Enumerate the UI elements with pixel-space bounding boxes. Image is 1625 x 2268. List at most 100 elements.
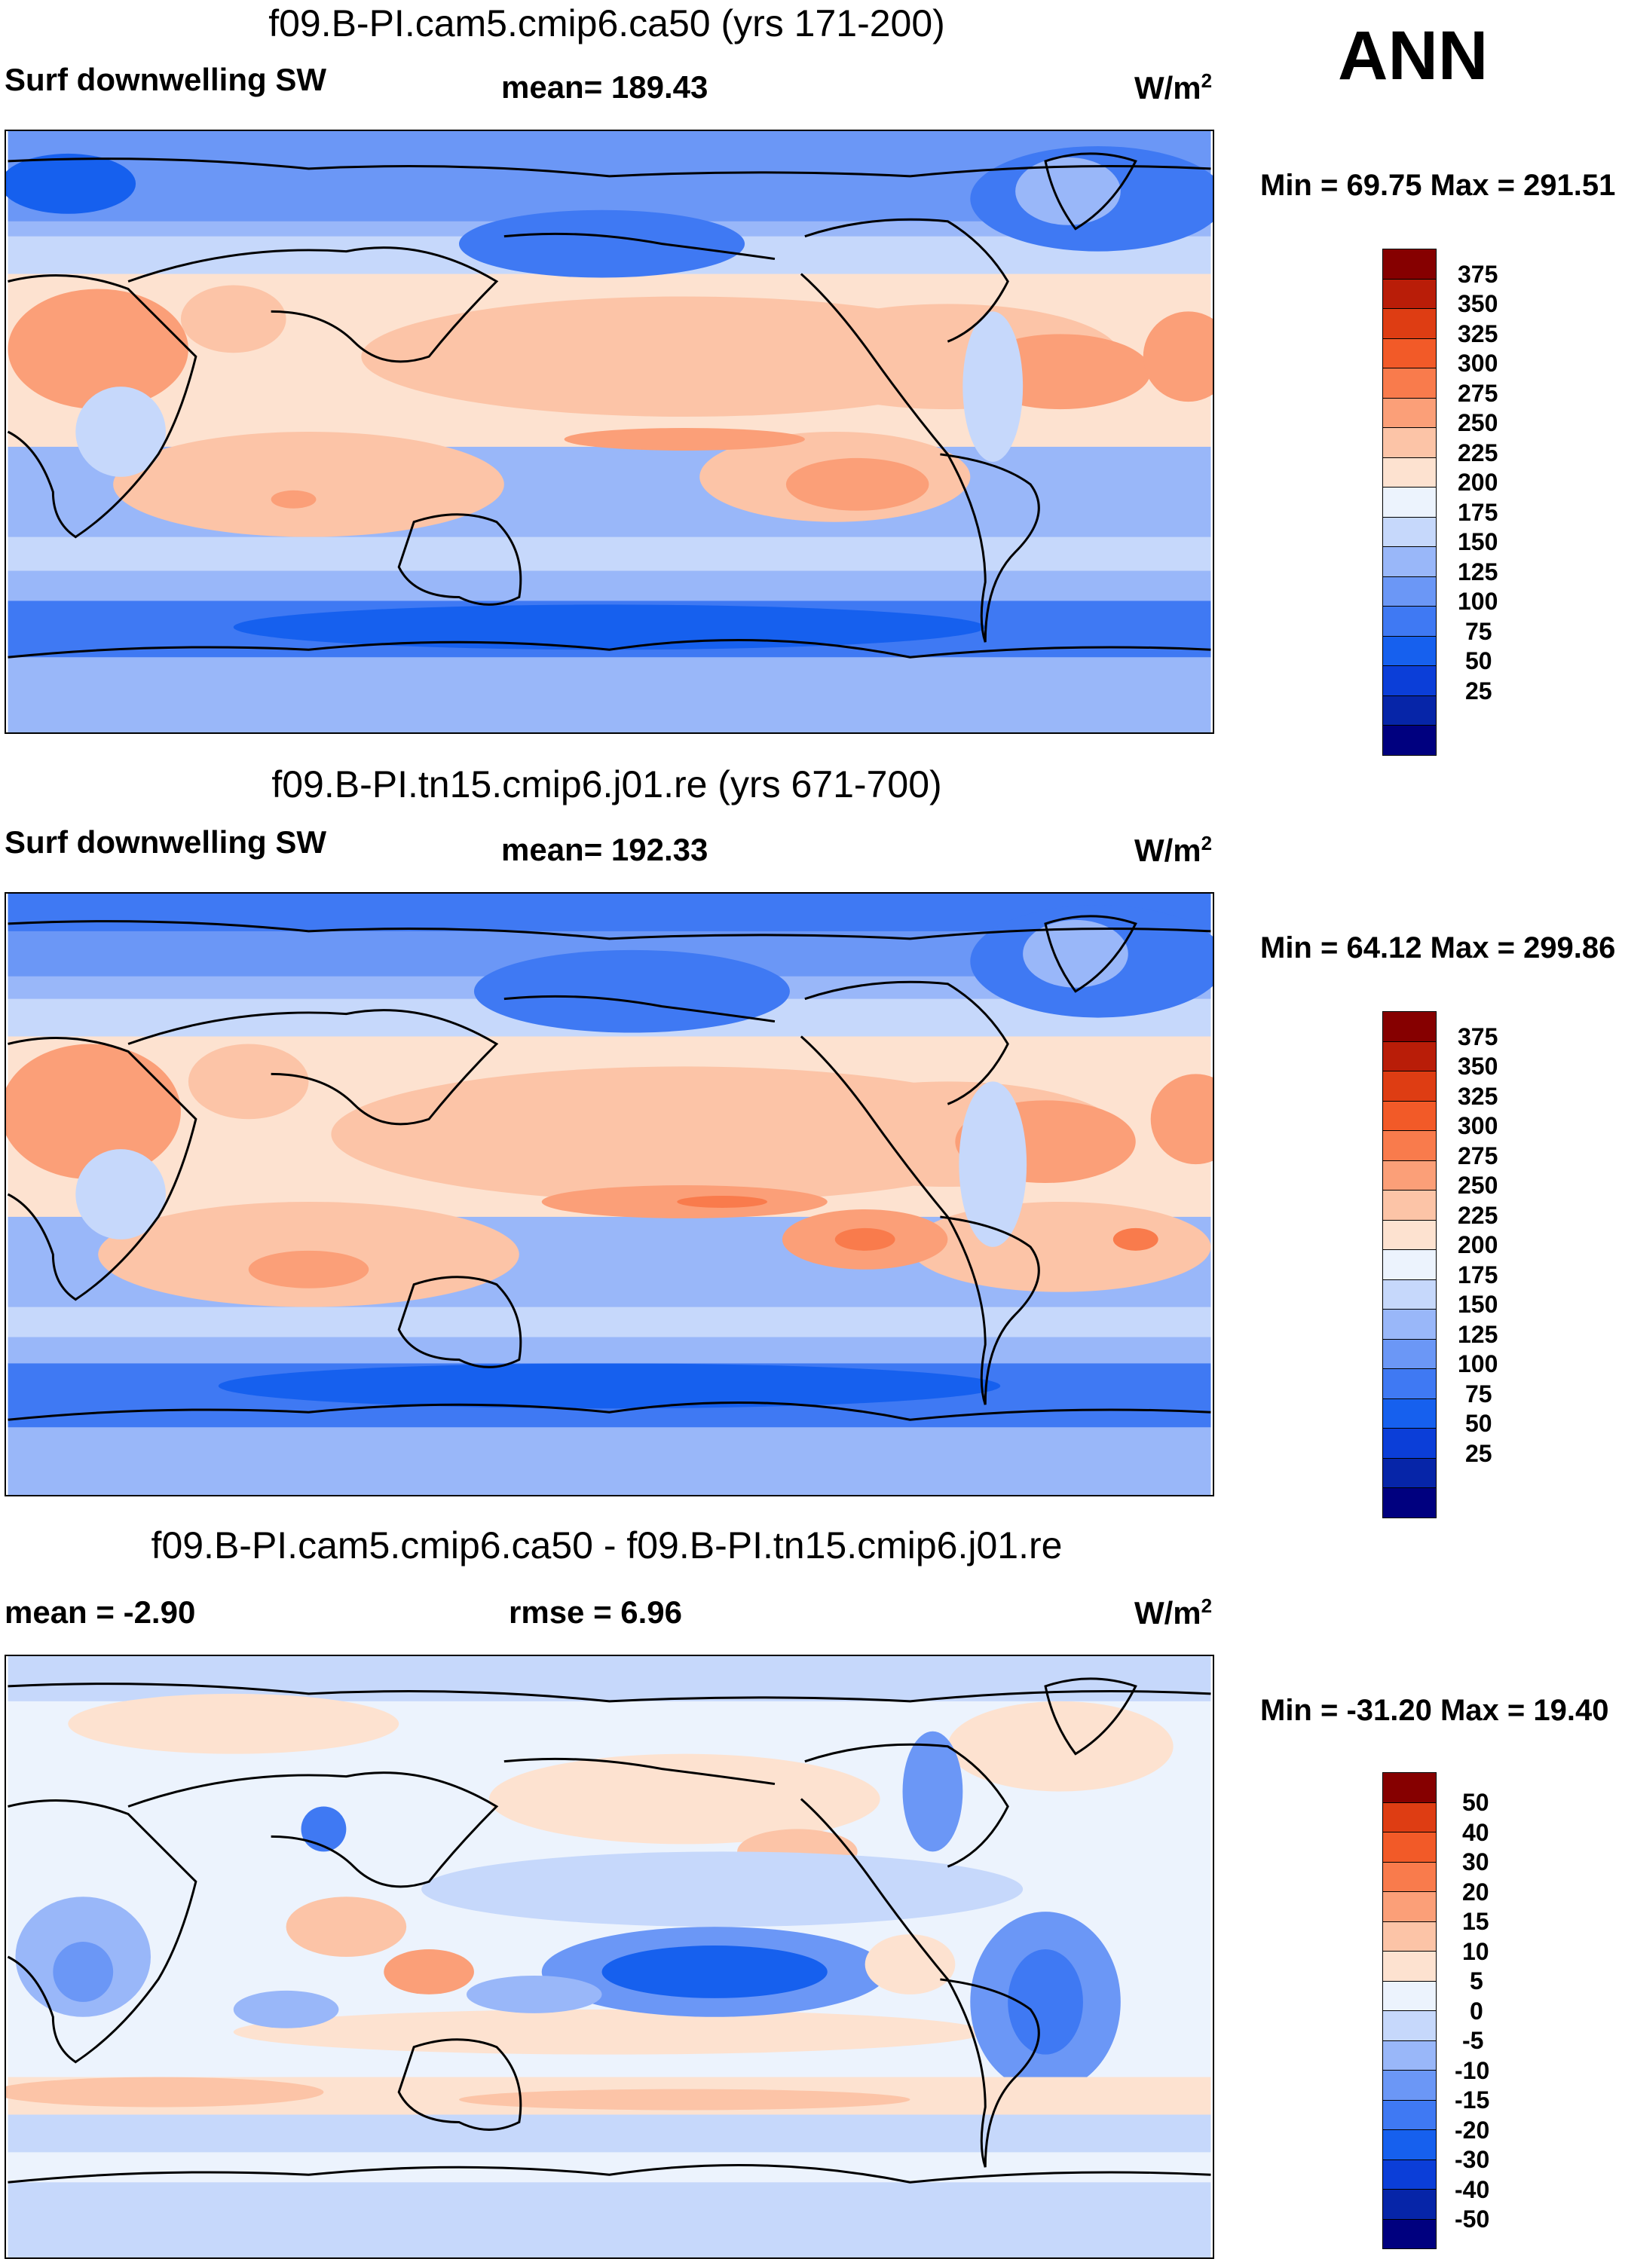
colorbar-swatch (1382, 516, 1437, 547)
colorbar-swatch (1382, 1338, 1437, 1369)
colorbar-swatch (1382, 487, 1437, 518)
colorbar-swatch (1382, 2010, 1437, 2041)
colorbar-tick: -20 (1455, 2117, 1490, 2144)
panel-3-rmse-label: rmse = 6.96 (509, 1594, 683, 1630)
colorbar-swatch (1382, 2040, 1437, 2071)
colorbar-swatch (1382, 1368, 1437, 1399)
colorbar-tick: 10 (1462, 1938, 1489, 1965)
panel-1-minmax: Min = 69.75 Max = 291.51 (1260, 169, 1616, 202)
colorbar-tick: -40 (1455, 2176, 1490, 2203)
colorbar-tick: 40 (1462, 1819, 1489, 1846)
panel-3-units: W/m2 (1134, 1594, 1213, 1631)
colorbar-tick: -30 (1455, 2146, 1490, 2173)
colorbar-swatch (1382, 2099, 1437, 2130)
colorbar-tick: 225 (1458, 439, 1498, 466)
colorbar-swatch (1382, 1100, 1437, 1131)
colorbar-swatch (1382, 457, 1437, 488)
panel-3-map (5, 1655, 1214, 2259)
colorbar-swatch (1382, 1457, 1437, 1488)
colorbar-tick: 150 (1458, 528, 1498, 555)
colorbar-tick: 175 (1458, 1261, 1498, 1288)
colorbar-swatch (1382, 606, 1437, 637)
colorbar-tick: 350 (1458, 290, 1498, 317)
colorbar-swatch (1382, 368, 1437, 399)
season-label: ANN (1338, 17, 1489, 94)
colorbar-swatch (1382, 1772, 1437, 1803)
colorbar-swatch (1382, 1951, 1437, 1982)
colorbar-swatch (1382, 397, 1437, 428)
colorbar-tick: -50 (1455, 2205, 1490, 2233)
colorbar-tick: 300 (1458, 1112, 1498, 1139)
panel-2-mean-label: mean= 192.33 (501, 832, 708, 867)
colorbar-swatch (1382, 1861, 1437, 1892)
colorbar-swatch (1382, 635, 1437, 666)
colorbar-tick: 375 (1458, 261, 1498, 288)
colorbar-tick: 325 (1458, 320, 1498, 347)
colorbar-tick: -5 (1462, 2027, 1484, 2054)
colorbar-tick: 50 (1462, 1789, 1489, 1816)
colorbar-swatch (1382, 1891, 1437, 1922)
colorbar-swatch (1382, 278, 1437, 309)
panel-1-units: W/m2 (1134, 69, 1213, 105)
colorbar-swatch (1382, 546, 1437, 577)
colorbar-swatch (1382, 2129, 1437, 2160)
colorbar-tick: 175 (1458, 499, 1498, 526)
panel-1-mean-label: mean= 189.43 (501, 69, 708, 105)
colorbar-tick: 50 (1465, 1410, 1492, 1437)
colorbar-swatch (1382, 427, 1437, 458)
colorbar-tick: 15 (1462, 1908, 1489, 1935)
panel-3-mean-label: mean = -2.90 (5, 1594, 196, 1630)
colorbar-swatch (1382, 1487, 1437, 1518)
colorbar-swatch (1382, 695, 1437, 726)
panel-1-map (5, 130, 1214, 734)
colorbar-swatch (1382, 1249, 1437, 1280)
colorbar-tick: 225 (1458, 1202, 1498, 1229)
colorbar-swatch (1382, 1309, 1437, 1340)
colorbar-tick: 75 (1465, 1380, 1492, 1408)
colorbar-swatch (1382, 1980, 1437, 2011)
panel-2-units: W/m2 (1134, 832, 1213, 868)
panel-2-title: f09.B-PI.tn15.cmip6.j01.re (yrs 671-700) (271, 763, 942, 805)
colorbar-swatch (1382, 576, 1437, 607)
colorbar-swatch (1382, 1802, 1437, 1832)
panel-1-variable-label: Surf downwelling SW (5, 62, 326, 97)
colorbar-tick: 125 (1458, 558, 1498, 585)
colorbar-tick: 200 (1458, 1231, 1498, 1258)
panel-2-minmax: Min = 64.12 Max = 299.86 (1260, 931, 1616, 964)
colorbar-tick: 30 (1462, 1848, 1489, 1875)
colorbar-swatch (1382, 1190, 1437, 1221)
panel-1-title: f09.B-PI.cam5.cmip6.ca50 (yrs 171-200) (268, 2, 945, 44)
colorbar-tick: 150 (1458, 1291, 1498, 1318)
colorbar-swatch (1382, 665, 1437, 696)
colorbar-swatch (1382, 1219, 1437, 1250)
colorbar-tick: 275 (1458, 1142, 1498, 1169)
panel-2-map (5, 892, 1214, 1496)
colorbar-swatch (1382, 2218, 1437, 2249)
colorbar-swatch (1382, 249, 1437, 280)
colorbar-tick: 75 (1465, 618, 1492, 645)
colorbar-swatch (1382, 1921, 1437, 1952)
panel-3-title: f09.B-PI.cam5.cmip6.ca50 - f09.B-PI.tn15… (151, 1524, 1063, 1567)
colorbar-tick: 200 (1458, 469, 1498, 496)
colorbar-swatch (1382, 338, 1437, 368)
colorbar-swatch (1382, 1398, 1437, 1429)
colorbar-swatch (1382, 1041, 1437, 1071)
panel-1-field (6, 131, 1213, 732)
colorbar-swatch (1382, 725, 1437, 756)
colorbar-swatch (1382, 2189, 1437, 2220)
colorbar-tick: 300 (1458, 350, 1498, 377)
colorbar-tick: 25 (1465, 677, 1492, 705)
panel-3-minmax: Min = -31.20 Max = 19.40 (1260, 1694, 1609, 1727)
colorbar-swatch (1382, 1011, 1437, 1042)
colorbar-swatch (1382, 1160, 1437, 1191)
colorbar-swatch (1382, 2070, 1437, 2101)
colorbar-tick: 20 (1462, 1878, 1489, 1906)
colorbar-tick: -10 (1455, 2057, 1490, 2084)
colorbar-tick: -15 (1455, 2086, 1490, 2114)
colorbar-tick: 250 (1458, 1172, 1498, 1199)
panel-3-field (6, 1656, 1211, 2257)
colorbar-swatch (1382, 308, 1437, 339)
colorbar-swatch (1382, 2159, 1437, 2190)
colorbar-swatch (1382, 1279, 1437, 1310)
colorbar-tick: 250 (1458, 409, 1498, 436)
